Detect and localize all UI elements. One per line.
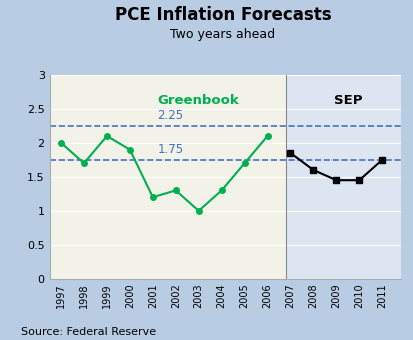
Text: Source: Federal Reserve: Source: Federal Reserve <box>21 327 156 337</box>
Text: 2.25: 2.25 <box>157 109 183 122</box>
Bar <box>50 75 286 279</box>
Text: SEP: SEP <box>334 94 362 107</box>
Text: Two years ahead: Two years ahead <box>171 28 275 41</box>
Text: Greenbook: Greenbook <box>158 94 240 107</box>
Text: PCE Inflation Forecasts: PCE Inflation Forecasts <box>115 6 331 24</box>
Text: 1.75: 1.75 <box>157 143 183 156</box>
Bar <box>286 75 401 279</box>
